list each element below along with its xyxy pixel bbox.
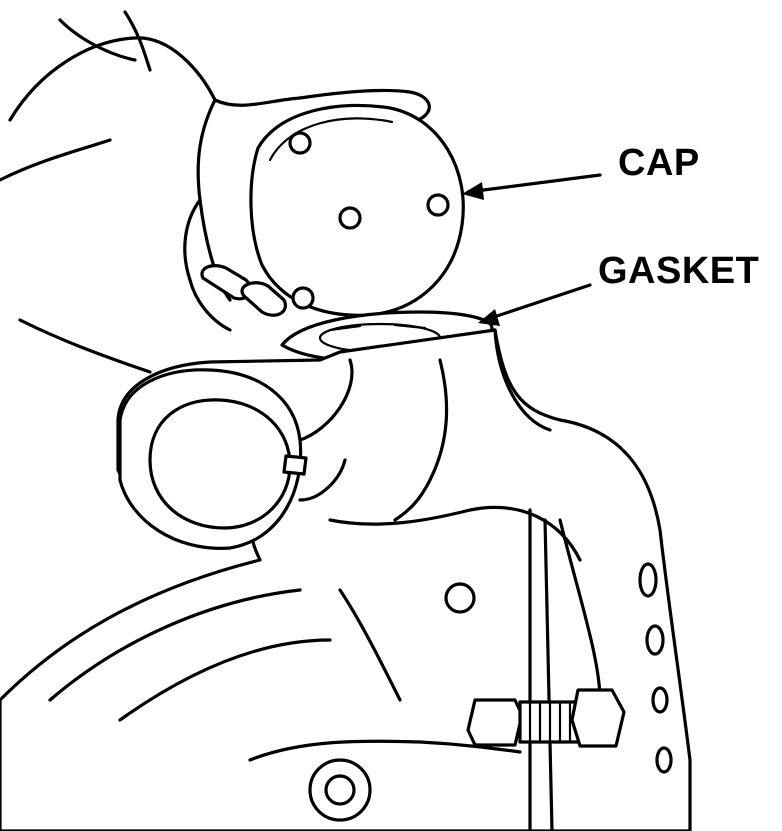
gasket-leader-line	[483, 283, 592, 322]
cap-callout-label: CAP	[618, 142, 700, 184]
gasket-callout-label: GASKET	[598, 250, 760, 292]
knuckle-drawing	[0, 328, 692, 831]
leader-arrows	[462, 173, 602, 326]
gasket-arrowhead	[478, 309, 500, 326]
hand-drawing	[0, 10, 431, 374]
cap-arrowhead	[462, 182, 484, 200]
cap-drawing	[249, 103, 465, 317]
cap-leader-line	[466, 173, 602, 194]
